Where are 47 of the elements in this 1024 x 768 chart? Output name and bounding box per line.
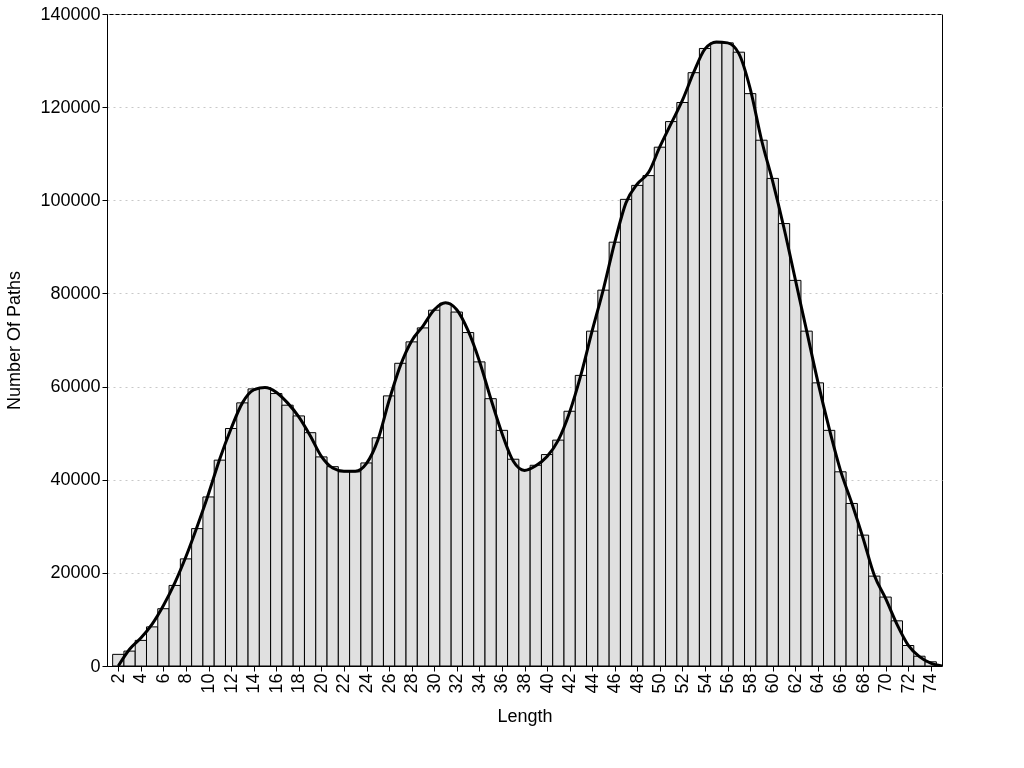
x-tick-label: 50 (649, 673, 670, 694)
x-tick-label: 30 (423, 673, 444, 694)
x-tick-label: 74 (920, 673, 941, 694)
y-tick-label: 0 (90, 655, 101, 676)
x-tick-label: 26 (378, 673, 399, 694)
y-tick-label: 100000 (40, 189, 101, 210)
x-tick-label: 52 (671, 673, 692, 694)
y-tick-label: 80000 (50, 282, 101, 303)
x-tick-label: 16 (265, 673, 286, 694)
x-tick-label: 62 (784, 673, 805, 694)
x-tick-label: 70 (875, 673, 896, 694)
x-tick-label: 46 (604, 673, 625, 694)
x-tick-label: 14 (243, 673, 264, 694)
x-tick-label: 66 (829, 673, 850, 694)
x-tick-label: 56 (717, 673, 738, 694)
x-tick-label: 54 (694, 673, 715, 694)
x-tick-label: 10 (198, 673, 219, 694)
x-axis-title: Length (497, 705, 553, 726)
x-tick-label: 72 (897, 673, 918, 694)
x-tick-label: 12 (220, 673, 241, 694)
y-tick-label: 60000 (50, 376, 101, 397)
x-tick-label: 22 (333, 673, 354, 694)
x-tick-label: 40 (536, 673, 557, 694)
x-tick-label: 20 (310, 673, 331, 694)
x-tick-label: 42 (559, 673, 580, 694)
x-tick-label: 68 (852, 673, 873, 694)
y-axis-title: Number Of Paths (4, 270, 25, 411)
x-tick-label: 48 (626, 673, 647, 694)
x-tick-label: 34 (468, 673, 489, 694)
x-tick-label: 64 (807, 673, 828, 694)
x-tick-label: 36 (491, 673, 512, 694)
x-tick-label: 6 (152, 673, 173, 684)
x-tick-label: 8 (175, 673, 196, 684)
x-tick-label: 60 (762, 673, 783, 694)
x-tick-label: 32 (446, 673, 467, 694)
x-tick-label: 44 (581, 673, 602, 694)
x-tick-label: 38 (514, 673, 534, 694)
x-tick-label: 4 (130, 673, 151, 684)
y-tick-label: 140000 (40, 3, 101, 24)
x-tick-label: 58 (739, 673, 760, 694)
x-tick-label: 18 (288, 673, 309, 694)
x-tick-label: 2 (107, 673, 128, 684)
x-tick-label: 28 (401, 673, 422, 694)
x-tick-label: 24 (356, 673, 377, 694)
y-tick-label: 20000 (50, 562, 101, 583)
y-tick-label: 40000 (50, 469, 101, 490)
y-tick-label: 120000 (40, 96, 101, 117)
